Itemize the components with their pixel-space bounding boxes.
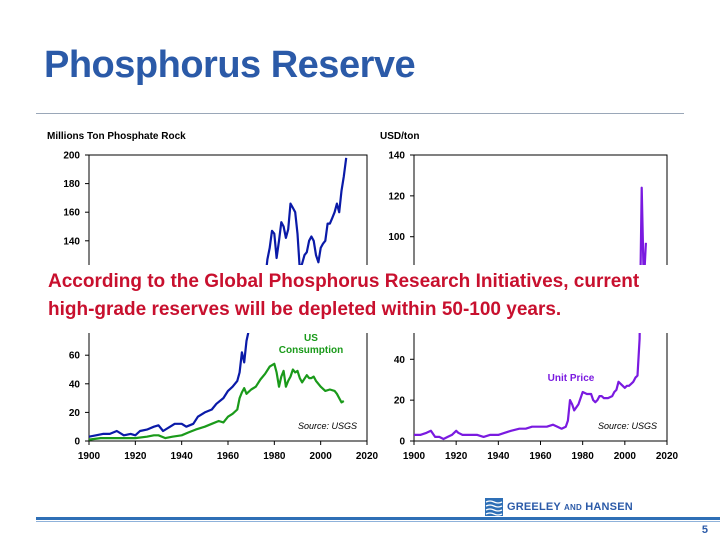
y-tick-label: 60	[69, 351, 81, 362]
wave-logo-icon	[485, 498, 503, 516]
y-tick-label: 0	[74, 437, 80, 448]
footer-bar	[36, 517, 720, 520]
y-tick-label: 40	[394, 355, 406, 366]
y-tick-label: 120	[388, 191, 405, 202]
title-divider	[36, 113, 684, 114]
x-tick-label: 1900	[403, 451, 426, 462]
callout-text: According to the Global Phosphorus Resea…	[42, 265, 682, 333]
x-tick-label: 2000	[614, 451, 637, 462]
series-label: US Consumption	[279, 333, 343, 356]
x-tick-label: 1920	[124, 451, 147, 462]
y-tick-label: 140	[63, 236, 80, 247]
series-line-us-consumption	[88, 362, 345, 441]
y-tick-label: 0	[399, 437, 405, 448]
company-logo: GREELEY AND HANSEN	[485, 497, 633, 517]
source-note: Source: USGS	[598, 421, 657, 431]
x-tick-label: 2020	[356, 451, 379, 462]
x-tick-label: 1980	[263, 451, 286, 462]
x-tick-label: 1900	[78, 451, 101, 462]
footer-line	[36, 521, 720, 522]
y-tick-label: 20	[69, 408, 81, 419]
y-tick-label: 20	[394, 396, 406, 407]
y-tick-label: 140	[388, 151, 405, 162]
x-tick-label: 1960	[217, 451, 240, 462]
y-tick-label: 40	[69, 379, 81, 390]
logo-text: GREELEY AND HANSEN	[507, 501, 633, 513]
x-tick-label: 1980	[572, 451, 595, 462]
series-line-unit-price	[414, 186, 647, 441]
slide-title: Phosphorus Reserve	[44, 44, 416, 86]
y-tick-label: 160	[63, 208, 80, 219]
y-tick-label: 100	[388, 232, 405, 243]
y-tick-label: 180	[63, 179, 80, 190]
x-tick-label: 2020	[656, 451, 679, 462]
x-tick-label: 2000	[310, 451, 333, 462]
x-tick-label: 1940	[487, 451, 510, 462]
page-number: 5	[701, 524, 708, 536]
series-label: Unit Price	[548, 373, 595, 384]
x-tick-label: 1940	[171, 451, 194, 462]
x-tick-label: 1960	[529, 451, 552, 462]
y-axis-label: USD/ton	[380, 131, 419, 142]
source-note: Source: USGS	[298, 421, 357, 431]
y-axis-label: Millions Ton Phosphate Rock	[47, 131, 186, 142]
y-tick-label: 200	[63, 151, 80, 162]
x-tick-label: 1920	[445, 451, 468, 462]
